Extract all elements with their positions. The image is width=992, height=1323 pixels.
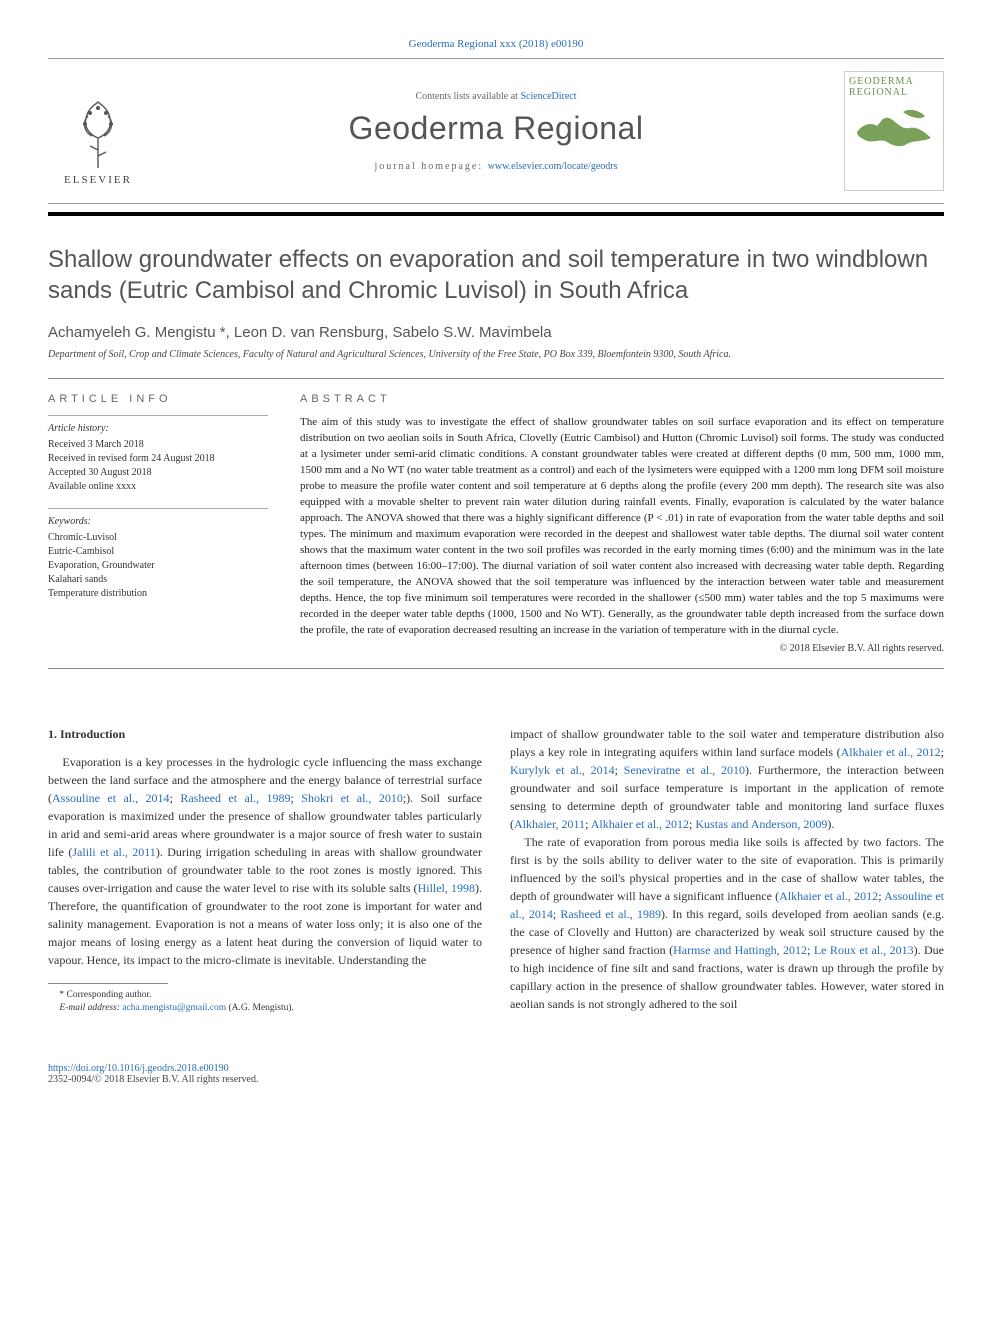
article-history-block: Article history: Received 3 March 2018 R… [48, 415, 268, 494]
footnote-separator [48, 983, 168, 984]
section-title: 1. Introduction [48, 725, 482, 743]
history-item: Received in revised form 24 August 2018 [48, 452, 268, 466]
citation-link[interactable]: Shokri et al., 2010 [301, 791, 403, 805]
issn-line: 2352-0094/© 2018 Elsevier B.V. All right… [48, 1074, 944, 1085]
contents-prefix: Contents lists available at [415, 91, 520, 102]
citation-link[interactable]: Rasheed et al., 1989 [180, 791, 290, 805]
citation-link[interactable]: Alkhaier et al., 2012 [779, 889, 878, 903]
history-item: Accepted 30 August 2018 [48, 466, 268, 480]
publisher-logo-text: ELSEVIER [64, 174, 132, 186]
body-paragraph: Evaporation is a key processes in the hy… [48, 753, 482, 969]
citation-header: Geoderma Regional xxx (2018) e00190 [48, 38, 944, 50]
sciencedirect-link[interactable]: ScienceDirect [520, 91, 576, 102]
citation-link[interactable]: Le Roux et al., 2013 [814, 943, 914, 957]
keyword: Chromic-Luvisol [48, 531, 268, 545]
abstract-column: abstract The aim of this study was to in… [300, 393, 944, 653]
body-paragraph: impact of shallow groundwater table to t… [510, 725, 944, 833]
email-link[interactable]: acha.mengistu@gmail.com [122, 1003, 226, 1013]
text: ). [827, 817, 834, 831]
citation-link[interactable]: Alkhaier et al., 2012 [591, 817, 689, 831]
keyword: Eutric-Cambisol [48, 545, 268, 559]
globe-icon [853, 102, 935, 156]
doi-link[interactable]: https://doi.org/10.1016/j.geodrs.2018.e0… [48, 1063, 229, 1074]
thick-rule [48, 212, 944, 216]
article-info-column: article info Article history: Received 3… [48, 393, 268, 653]
citation-link[interactable]: Harmse and Hattingh, 2012 [673, 943, 807, 957]
text: ; [291, 791, 302, 805]
citation-link[interactable]: Jalili et al., 2011 [72, 845, 155, 859]
homepage-prefix: journal homepage: [374, 161, 487, 172]
citation-link[interactable]: Kustas and Anderson, 2009 [695, 817, 827, 831]
journal-cover: GEODERMA REGIONAL [844, 71, 944, 191]
article-title: Shallow groundwater effects on evaporati… [48, 244, 944, 306]
footer: https://doi.org/10.1016/j.geodrs.2018.e0… [48, 1063, 944, 1085]
body-text: 1. Introduction Evaporation is a key pro… [48, 725, 944, 1016]
contents-line: Contents lists available at ScienceDirec… [164, 91, 828, 102]
publisher-logo: ELSEVIER [48, 76, 148, 186]
keywords-block: Keywords: Chromic-Luvisol Eutric-Cambiso… [48, 508, 268, 601]
citation-link[interactable]: Alkhaier et al., 2012 [841, 745, 941, 759]
homepage-link[interactable]: www.elsevier.com/locate/geodrs [488, 161, 618, 172]
abstract-text: The aim of this study was to investigate… [300, 415, 944, 638]
keyword: Temperature distribution [48, 587, 268, 601]
email-footnote: E-mail address: acha.mengistu@gmail.com … [48, 1002, 482, 1015]
history-item: Received 3 March 2018 [48, 438, 268, 452]
corresponding-author-note: * Corresponding author. [48, 989, 482, 1002]
citation-link[interactable]: Rasheed et al., 1989 [560, 907, 661, 921]
text: ; [170, 791, 181, 805]
citation-link[interactable]: Seneviratne et al., 2010 [624, 763, 745, 777]
keywords-label: Keywords: [48, 515, 268, 529]
citation-link[interactable]: Alkhaier, 2011 [514, 817, 585, 831]
abstract-heading: abstract [300, 393, 944, 405]
journal-homepage: journal homepage: www.elsevier.com/locat… [164, 161, 828, 172]
citation-link[interactable]: Assouline et al., 2014 [52, 791, 170, 805]
info-abstract-row: article info Article history: Received 3… [48, 378, 944, 668]
journal-name: Geoderma Regional [164, 110, 828, 147]
keyword: Evaporation, Groundwater [48, 559, 268, 573]
article-info-heading: article info [48, 393, 268, 405]
keyword: Kalahari sands [48, 573, 268, 587]
cover-title: GEODERMA REGIONAL [849, 76, 939, 98]
contents-banner: ELSEVIER Contents lists available at Sci… [48, 58, 944, 204]
elsevier-tree-icon [70, 98, 126, 172]
history-label: Article history: [48, 422, 268, 436]
text: ; [615, 763, 624, 777]
authors: Achamyeleh G. Mengistu *, Leon D. van Re… [48, 324, 944, 341]
email-label: E-mail address: [59, 1003, 122, 1013]
affiliation: Department of Soil, Crop and Climate Sci… [48, 349, 944, 360]
history-item: Available online xxxx [48, 480, 268, 494]
text: ; [941, 745, 944, 759]
citation-link[interactable]: Kurylyk et al., 2014 [510, 763, 615, 777]
email-suffix: (A.G. Mengistu). [226, 1003, 294, 1013]
body-paragraph: The rate of evaporation from porous medi… [510, 833, 944, 1013]
citation-link[interactable]: Hillel, 1998 [418, 881, 475, 895]
abstract-copyright: © 2018 Elsevier B.V. All rights reserved… [300, 643, 944, 654]
text: ; [807, 943, 814, 957]
